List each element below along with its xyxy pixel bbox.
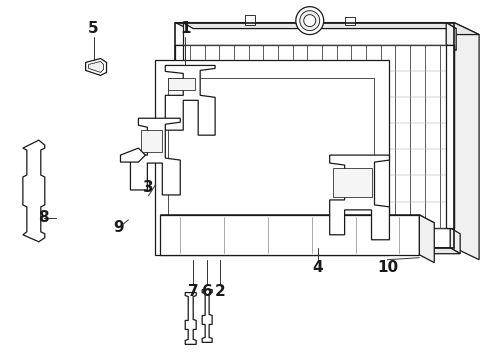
Polygon shape <box>168 78 374 240</box>
Text: 8: 8 <box>39 210 49 225</box>
Text: 9: 9 <box>113 220 124 235</box>
Polygon shape <box>344 17 355 24</box>
Text: 2: 2 <box>215 284 225 299</box>
Polygon shape <box>304 15 316 27</box>
Polygon shape <box>89 62 103 72</box>
Polygon shape <box>446 45 454 228</box>
Text: 6: 6 <box>202 284 213 299</box>
Polygon shape <box>419 215 434 263</box>
Polygon shape <box>202 289 212 342</box>
Polygon shape <box>454 23 479 260</box>
Polygon shape <box>296 7 324 35</box>
Polygon shape <box>86 58 106 75</box>
Text: 4: 4 <box>313 260 323 275</box>
Polygon shape <box>183 23 446 45</box>
Polygon shape <box>142 130 162 152</box>
Polygon shape <box>450 228 460 254</box>
Polygon shape <box>155 60 390 255</box>
Polygon shape <box>130 118 180 195</box>
Text: 10: 10 <box>377 260 398 275</box>
Polygon shape <box>179 228 450 248</box>
Polygon shape <box>168 78 195 90</box>
Text: 5: 5 <box>88 21 99 36</box>
Polygon shape <box>175 45 183 228</box>
Polygon shape <box>183 23 456 28</box>
Polygon shape <box>121 148 146 162</box>
Polygon shape <box>330 155 390 240</box>
Polygon shape <box>175 45 454 228</box>
Polygon shape <box>179 248 460 254</box>
Polygon shape <box>160 215 419 255</box>
Polygon shape <box>333 168 371 197</box>
Polygon shape <box>175 23 479 35</box>
Text: 3: 3 <box>143 180 154 195</box>
Polygon shape <box>165 66 215 135</box>
Polygon shape <box>185 293 196 345</box>
Polygon shape <box>446 23 456 50</box>
Polygon shape <box>300 11 319 31</box>
Text: 7: 7 <box>188 284 198 299</box>
Polygon shape <box>23 140 45 242</box>
Polygon shape <box>160 215 434 223</box>
Polygon shape <box>245 15 255 24</box>
Text: 1: 1 <box>180 21 191 36</box>
